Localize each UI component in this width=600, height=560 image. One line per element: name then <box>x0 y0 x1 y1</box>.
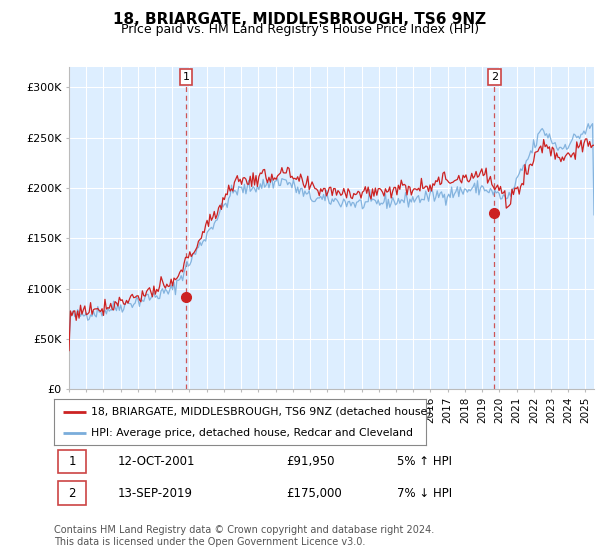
Text: 7% ↓ HPI: 7% ↓ HPI <box>397 487 452 500</box>
Text: 18, BRIARGATE, MIDDLESBROUGH, TS6 9NZ: 18, BRIARGATE, MIDDLESBROUGH, TS6 9NZ <box>113 12 487 27</box>
Text: Price paid vs. HM Land Registry's House Price Index (HPI): Price paid vs. HM Land Registry's House … <box>121 23 479 36</box>
Text: 1: 1 <box>182 72 190 82</box>
Text: 2: 2 <box>68 487 76 500</box>
FancyBboxPatch shape <box>58 482 86 505</box>
Text: £175,000: £175,000 <box>286 487 342 500</box>
FancyBboxPatch shape <box>58 450 86 473</box>
Text: 5% ↑ HPI: 5% ↑ HPI <box>397 455 452 468</box>
Text: HPI: Average price, detached house, Redcar and Cleveland: HPI: Average price, detached house, Redc… <box>91 428 413 438</box>
Text: 13-SEP-2019: 13-SEP-2019 <box>118 487 193 500</box>
Text: 1: 1 <box>68 455 76 468</box>
Text: Contains HM Land Registry data © Crown copyright and database right 2024.
This d: Contains HM Land Registry data © Crown c… <box>54 525 434 547</box>
Text: £91,950: £91,950 <box>286 455 335 468</box>
Text: 2: 2 <box>491 72 498 82</box>
Text: 18, BRIARGATE, MIDDLESBROUGH, TS6 9NZ (detached house): 18, BRIARGATE, MIDDLESBROUGH, TS6 9NZ (d… <box>91 407 432 417</box>
Text: 12-OCT-2001: 12-OCT-2001 <box>118 455 195 468</box>
